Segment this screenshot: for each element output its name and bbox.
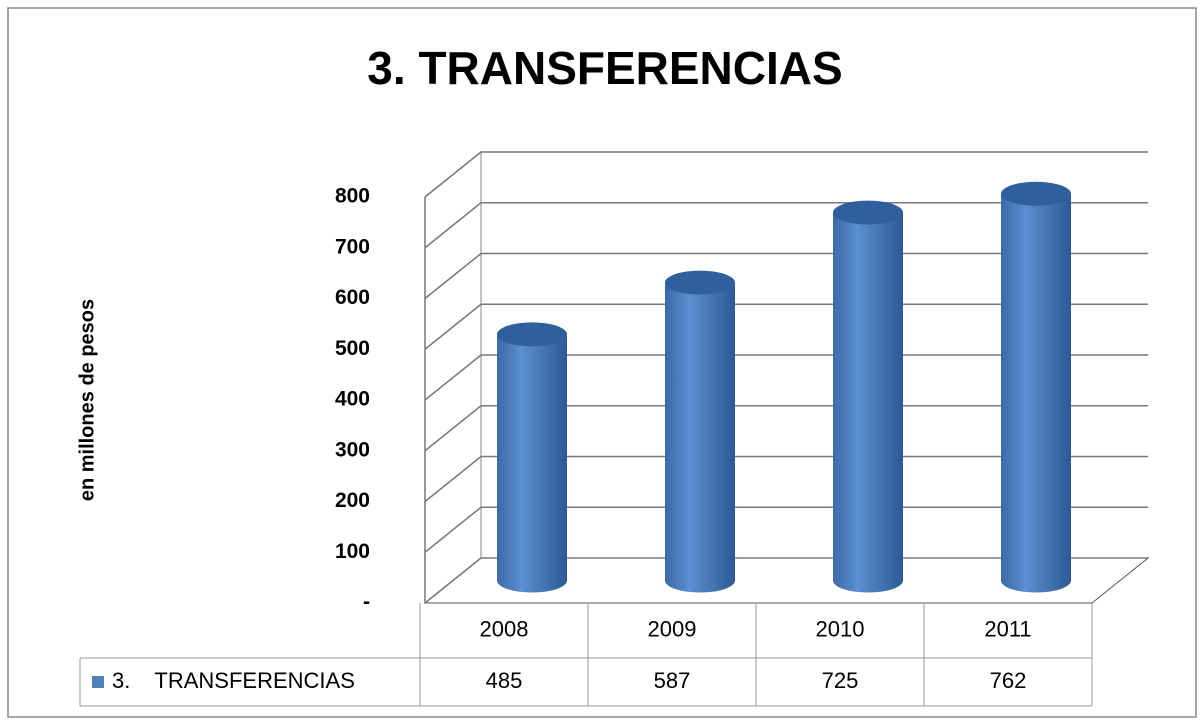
y-tick-label: 800 bbox=[335, 185, 370, 208]
y-tick-label: 700 bbox=[335, 235, 370, 258]
x-tick-label: 2008 bbox=[480, 616, 529, 641]
bar bbox=[665, 270, 735, 593]
x-tick-label: 2011 bbox=[984, 616, 1031, 641]
y-tick-label: 500 bbox=[335, 337, 370, 360]
table-value: 762 bbox=[990, 668, 1027, 693]
grid-line bbox=[424, 506, 1148, 553]
x-tick-label: 2009 bbox=[648, 616, 697, 641]
y-tick-label: 400 bbox=[335, 388, 370, 411]
bar-top bbox=[833, 200, 903, 225]
table-value: 485 bbox=[486, 668, 523, 693]
bar-body bbox=[833, 212, 903, 593]
bar bbox=[833, 200, 903, 593]
y-tick-label: 600 bbox=[335, 286, 370, 309]
y-tick-label: 100 bbox=[335, 540, 370, 563]
chart-title: 3. TRANSFERENCIAS bbox=[367, 42, 842, 94]
bar-body bbox=[497, 334, 567, 593]
legend-swatch bbox=[92, 676, 104, 688]
y-tick-label: 300 bbox=[335, 438, 370, 461]
chart-border bbox=[7, 7, 1197, 718]
bar bbox=[1001, 181, 1071, 593]
grid-line bbox=[424, 151, 1148, 198]
grid-line bbox=[424, 303, 1148, 350]
bar-body bbox=[1001, 193, 1071, 593]
grid-line bbox=[424, 455, 1148, 503]
bar-body bbox=[665, 282, 735, 593]
y-tick-label: - bbox=[363, 591, 370, 614]
y-axis-label: en millones de pesos bbox=[76, 299, 98, 501]
grid-line bbox=[424, 354, 1148, 401]
grid-line bbox=[424, 405, 1148, 452]
table-value: 725 bbox=[822, 668, 859, 693]
table-value: 587 bbox=[654, 668, 691, 693]
bar bbox=[497, 322, 567, 593]
bar-top bbox=[665, 270, 735, 295]
table-grid bbox=[79, 603, 1093, 707]
grid-line bbox=[424, 252, 1148, 300]
x-tick-label: 2010 bbox=[816, 616, 865, 641]
bar-top bbox=[497, 322, 567, 347]
grid-line bbox=[424, 557, 1148, 604]
legend-label: 3. TRANSFERENCIAS bbox=[112, 668, 355, 693]
bar-top bbox=[1001, 181, 1071, 206]
y-tick-label: 200 bbox=[335, 489, 370, 512]
grid-line bbox=[424, 202, 1148, 249]
